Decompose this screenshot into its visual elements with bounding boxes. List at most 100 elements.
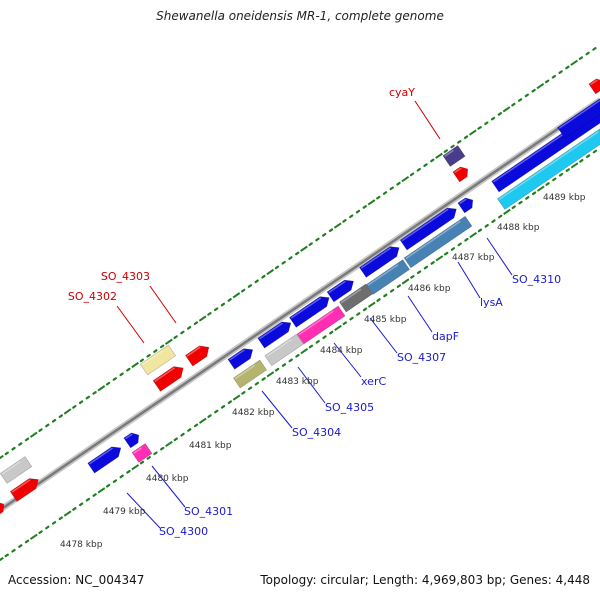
minor-tick bbox=[409, 172, 415, 177]
minor-tick bbox=[464, 237, 469, 242]
gene-shape bbox=[366, 259, 410, 295]
minor-tick bbox=[227, 400, 233, 405]
minor-tick bbox=[551, 74, 557, 79]
gene-callouts: SO_4300 SO_4301 SO_4302 SO_4303 SO_4304 SO_43… bbox=[68, 86, 561, 538]
callout-so-4300: SO_4300 bbox=[126, 492, 208, 538]
minor-tick bbox=[592, 47, 597, 51]
gene-highlight bbox=[590, 79, 598, 86]
callout-line bbox=[116, 305, 145, 344]
minor-tick bbox=[329, 330, 334, 335]
minor-tick bbox=[308, 242, 313, 246]
callout-cyay: cyaY bbox=[389, 86, 441, 140]
gene-highlight bbox=[186, 346, 201, 357]
minor-tick bbox=[254, 381, 260, 386]
major-tick bbox=[198, 417, 207, 424]
gene-shape bbox=[9, 478, 39, 502]
kbp-label: 4481 kbp bbox=[189, 441, 232, 451]
minor-tick bbox=[592, 149, 598, 154]
gene-feature-xerc bbox=[296, 305, 346, 345]
minor-tick bbox=[490, 116, 496, 121]
minor-tick bbox=[85, 497, 91, 502]
kbp-label: 4485 kbp bbox=[364, 315, 407, 325]
major-tick bbox=[131, 361, 139, 369]
callout-line bbox=[297, 366, 326, 404]
minor-tick bbox=[457, 242, 462, 247]
major-tick bbox=[0, 454, 4, 460]
callout-line bbox=[151, 465, 186, 508]
major-tick bbox=[468, 129, 477, 136]
gene-highlight bbox=[360, 247, 392, 269]
minor-tick bbox=[45, 525, 50, 530]
major-tick bbox=[0, 556, 4, 562]
minor-tick bbox=[558, 172, 564, 177]
minor-tick bbox=[11, 548, 16, 553]
gene-feature-blue bbox=[123, 432, 140, 449]
gene-highlight bbox=[258, 322, 283, 340]
minor-tick bbox=[477, 126, 482, 130]
minor-tick bbox=[288, 256, 293, 260]
callout-xerc: xerC bbox=[333, 342, 386, 388]
minor-tick bbox=[51, 418, 57, 423]
gene-shape bbox=[497, 126, 600, 210]
gene-highlight bbox=[558, 98, 600, 129]
gene-feature-blue bbox=[257, 321, 292, 349]
major-tick bbox=[131, 464, 140, 471]
minor-tick bbox=[416, 167, 421, 172]
gene-shape bbox=[0, 456, 33, 484]
major-tick bbox=[165, 440, 173, 448]
kbp-label: 4484 kbp bbox=[320, 346, 363, 356]
gene-shape bbox=[264, 333, 304, 367]
gene-shape bbox=[87, 446, 122, 474]
gene-feature-so-4300 bbox=[87, 446, 122, 474]
minor-tick bbox=[389, 186, 394, 191]
minor-tick bbox=[38, 530, 43, 534]
gene-label: SO_4304 bbox=[292, 426, 341, 439]
minor-tick bbox=[376, 298, 381, 302]
gene-feature-so-4304 bbox=[232, 359, 268, 389]
major-tick bbox=[63, 510, 72, 517]
minor-tick bbox=[153, 349, 158, 353]
gene-shape bbox=[289, 296, 330, 328]
minor-tick bbox=[139, 460, 145, 465]
gene-feature-blue bbox=[457, 197, 474, 214]
major-tick bbox=[97, 385, 106, 392]
major-tick bbox=[401, 278, 410, 285]
kbp-label: 4487 kbp bbox=[452, 253, 495, 263]
callout-line bbox=[149, 285, 177, 324]
minor-tick bbox=[423, 265, 429, 270]
minor-tick bbox=[193, 321, 199, 326]
gene-highlight bbox=[454, 167, 462, 174]
minor-tick bbox=[362, 205, 367, 209]
minor-tick bbox=[92, 391, 97, 395]
gene-label: SO_4307 bbox=[397, 351, 446, 364]
minor-tick bbox=[45, 423, 50, 428]
minor-tick bbox=[463, 135, 469, 140]
minor-tick bbox=[396, 284, 401, 288]
minor-tick bbox=[24, 437, 30, 442]
minor-tick bbox=[180, 432, 185, 437]
major-tick bbox=[300, 245, 308, 252]
major-tick bbox=[367, 301, 376, 308]
gene-highlight bbox=[1, 461, 21, 475]
minor-tick bbox=[342, 321, 347, 326]
minor-tick bbox=[139, 358, 145, 363]
accession-label: Accession: NC_004347 bbox=[8, 573, 145, 587]
gene-shape bbox=[257, 321, 292, 349]
major-tick bbox=[570, 162, 579, 169]
minor-tick bbox=[498, 214, 503, 219]
callout-so-4310: SO_4310 bbox=[486, 237, 561, 286]
gene-highlight bbox=[367, 264, 399, 286]
minor-tick bbox=[78, 400, 84, 405]
minor-tick bbox=[430, 261, 435, 265]
genome-backbone bbox=[0, 97, 600, 513]
minor-tick bbox=[356, 312, 361, 316]
major-tick bbox=[570, 59, 578, 66]
major-tick bbox=[502, 106, 511, 113]
gene-label: SO_4310 bbox=[512, 273, 561, 286]
major-tick bbox=[63, 408, 72, 415]
gene-feature-red bbox=[9, 478, 39, 502]
kbp-label: 4480 kbp bbox=[146, 474, 189, 484]
minor-tick bbox=[119, 474, 124, 479]
minor-tick bbox=[227, 298, 232, 302]
gene-label: xerC bbox=[361, 375, 386, 388]
